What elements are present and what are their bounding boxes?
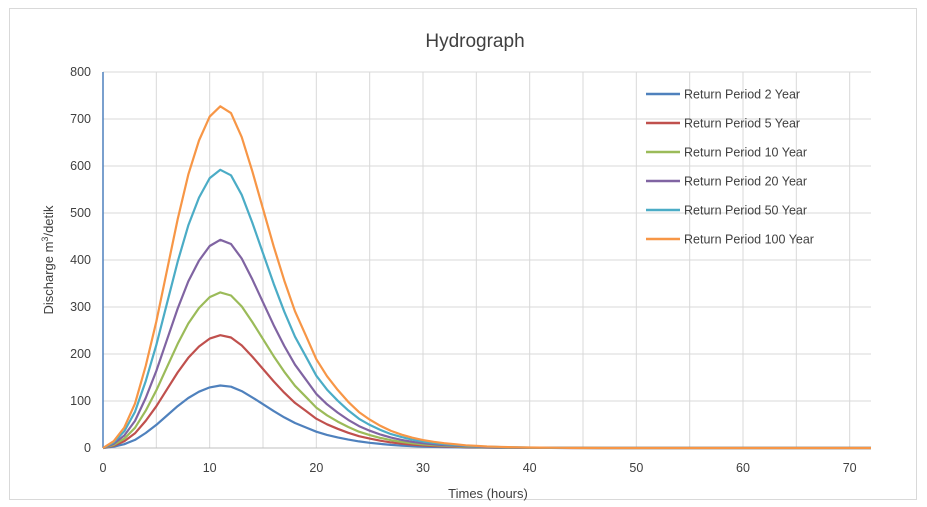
series-line-1 [102,384,871,450]
y-axis-label-sup: 3 [40,237,50,242]
x-tick-label: 0 [100,461,107,475]
series-line-4 [102,238,871,450]
x-tick-label: 30 [416,461,430,475]
x-tick-labels: 0 10 20 30 40 50 60 70 [100,461,857,475]
legend-label: Return Period 10 Year [684,146,807,160]
chart-title: Hydrograph [425,31,524,52]
y-tick-label: 300 [70,300,91,314]
legend-label: Return Period 20 Year [684,175,807,189]
legend-label: Return Period 50 Year [684,204,807,218]
x-tick-label: 40 [523,461,537,475]
x-axis-label: Times (hours) [448,486,528,501]
y-tick-label: 200 [70,347,91,361]
series-line-3 [102,291,871,450]
legend-label: Return Period 100 Year [684,233,814,247]
series-line-2 [102,334,871,450]
series-lines [102,105,871,450]
series-line-6 [102,105,871,450]
y-tick-labels: 0 100 200 300 400 500 600 700 800 [70,65,91,455]
x-tick-label: 70 [843,461,857,475]
legend-label: Return Period 2 Year [684,88,800,102]
y-tick-label: 400 [70,253,91,267]
x-tick-label: 60 [736,461,750,475]
y-tick-label: 100 [70,394,91,408]
y-axis-label: Discharge m3/detik [40,205,56,315]
y-tick-label: 700 [70,112,91,126]
x-tick-label: 10 [203,461,217,475]
legend: Return Period 2 Year Return Period 5 Year… [646,88,814,247]
y-tick-label: 800 [70,65,91,79]
x-tick-label: 20 [309,461,323,475]
x-tick-label: 50 [629,461,643,475]
chart-frame [9,8,917,500]
legend-label: Return Period 5 Year [684,117,800,131]
y-axis-label-main: Discharge m [41,242,56,315]
y-tick-label: 500 [70,206,91,220]
y-tick-label: 600 [70,159,91,173]
gridlines [103,71,871,448]
y-tick-label: 0 [84,441,91,455]
y-axis-label-tail: /detik [41,205,56,237]
